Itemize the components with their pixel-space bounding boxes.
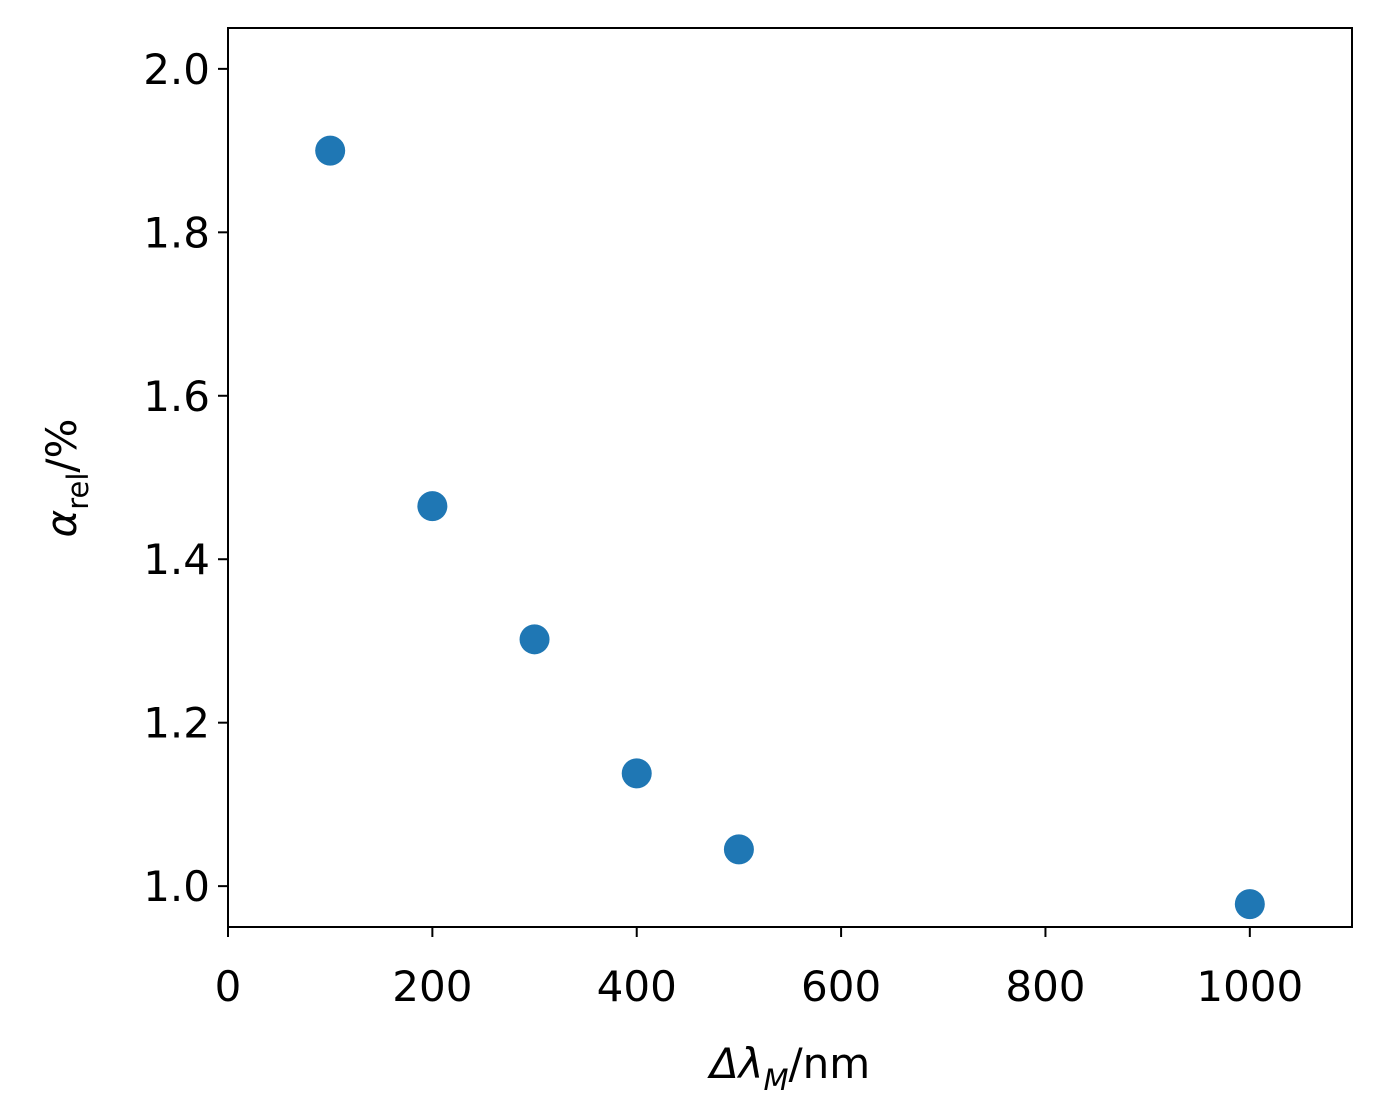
y-tick-label: 1.6 xyxy=(143,372,210,421)
y-axis-label: αrel/% xyxy=(37,419,95,538)
point xyxy=(417,491,448,522)
point xyxy=(519,624,550,655)
point xyxy=(621,758,652,789)
point xyxy=(1234,889,1265,920)
x-tick-label: 200 xyxy=(392,962,472,1011)
y-tick-label: 1.0 xyxy=(143,862,210,911)
y-tick-label: 2.0 xyxy=(143,45,210,94)
y-tick-label: 1.8 xyxy=(143,208,210,257)
x-tick-label: 0 xyxy=(215,962,242,1011)
x-tick-label: 1000 xyxy=(1196,962,1303,1011)
point xyxy=(315,135,346,166)
point xyxy=(723,834,754,865)
x-label-rest: /nm xyxy=(788,1039,870,1088)
x-label-sub: M xyxy=(763,1063,788,1097)
x-label-base: Δλ xyxy=(707,1039,764,1088)
y-label-base: α xyxy=(37,509,86,537)
plot-frame xyxy=(227,27,1353,928)
y-label-rest: /% xyxy=(37,419,86,473)
x-tick-label: 600 xyxy=(801,962,881,1011)
y-tick-label: 1.2 xyxy=(143,699,210,748)
y-tick-label: 1.4 xyxy=(143,535,210,584)
y-label-sub: rel xyxy=(61,473,95,510)
x-tick-label: 400 xyxy=(597,962,677,1011)
x-tick-label: 800 xyxy=(1005,962,1085,1011)
x-axis-label: ΔλM/nm xyxy=(707,1039,870,1097)
